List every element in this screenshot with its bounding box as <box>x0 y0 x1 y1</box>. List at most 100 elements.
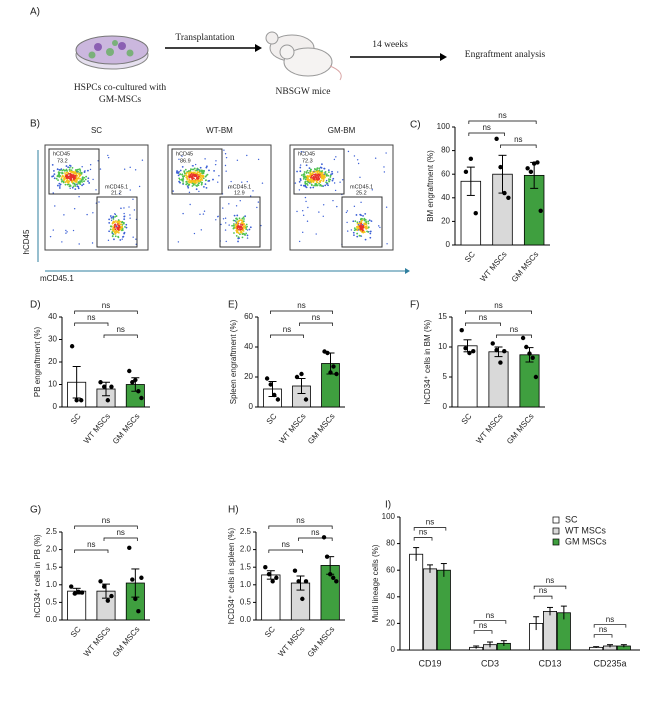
cell-dot <box>116 223 119 226</box>
y-tick-label: 40 <box>244 342 253 351</box>
data-point <box>303 579 309 584</box>
cell-dot <box>53 177 56 180</box>
cell-dot <box>74 180 77 183</box>
cell-dot <box>296 170 298 173</box>
cell-dot <box>335 156 337 158</box>
cell-dot <box>57 179 59 182</box>
cell-dot <box>80 180 83 183</box>
cell-dot <box>300 150 303 153</box>
cell-dot <box>123 231 126 234</box>
cell-dot <box>83 180 86 183</box>
cell-dot <box>63 214 65 216</box>
cell-dot <box>67 166 70 169</box>
cell-dot <box>117 228 120 231</box>
data-point <box>328 370 333 375</box>
cell-dot <box>97 160 99 162</box>
cell-dot <box>109 228 112 231</box>
cell-dot <box>299 164 302 166</box>
significance-label: ns <box>296 516 304 525</box>
significance-bracket <box>468 132 505 136</box>
cell-dot <box>202 172 205 175</box>
cell-dot <box>305 176 307 179</box>
cell-dot <box>52 229 54 231</box>
cell-dot <box>237 232 240 235</box>
cell-dot <box>364 212 367 215</box>
cell-dot <box>303 174 306 176</box>
y-tick-label: 1.5 <box>46 562 58 571</box>
cell-dot <box>306 220 309 222</box>
cell-dot <box>236 218 239 221</box>
y-tick-label: 60 <box>441 169 450 178</box>
data-point <box>264 376 270 381</box>
cell-dot <box>241 236 244 239</box>
cell-dot <box>309 186 312 189</box>
cell-dot <box>115 225 118 228</box>
cell-dot <box>333 182 336 184</box>
cell-dot <box>200 170 203 173</box>
cell-dot <box>87 169 89 172</box>
cell-dot <box>236 230 239 233</box>
cell-dot <box>370 220 373 223</box>
step-label: Transplantation <box>175 33 235 43</box>
cell-dot <box>187 186 190 189</box>
data-point <box>331 364 336 369</box>
cell-dot <box>64 177 67 180</box>
cell-dot <box>320 174 322 177</box>
cell-dot <box>215 219 217 221</box>
cell-dot <box>74 188 77 191</box>
cell-dot <box>65 165 68 167</box>
cell-dot <box>314 183 317 185</box>
cell-dot <box>232 224 235 227</box>
cell-dot <box>224 229 227 231</box>
data-point <box>525 166 530 171</box>
cell-dot <box>359 176 361 179</box>
cell-dot <box>302 178 305 180</box>
cell-dot <box>359 225 362 228</box>
cell-dot <box>306 182 308 185</box>
significance-bracket <box>496 334 532 338</box>
cell-dot <box>362 227 365 229</box>
cell-dot <box>77 185 80 188</box>
cell-dot <box>190 173 193 175</box>
x-tick-label: SC <box>263 625 277 639</box>
cell-dot <box>197 176 200 178</box>
data-point <box>463 346 468 351</box>
cell-dot <box>299 170 302 173</box>
cell-dot <box>78 168 81 171</box>
cell-dot <box>242 225 245 228</box>
panel-label: A) <box>30 7 40 18</box>
axis-label: hCD45 <box>22 229 31 254</box>
data-point <box>506 195 511 200</box>
cell-dot <box>311 173 314 175</box>
cell-dot <box>316 181 319 184</box>
data-point <box>136 609 141 614</box>
cell-dot <box>341 179 344 181</box>
cell-dot <box>192 168 195 171</box>
data-point <box>272 392 277 398</box>
cell-dot <box>61 175 64 178</box>
cell-dot <box>241 181 243 183</box>
significance-label: ns <box>426 518 434 527</box>
cell-dot <box>324 171 326 174</box>
cell-dot <box>242 230 245 232</box>
cell-dot <box>118 222 120 224</box>
cell-dot <box>364 238 367 241</box>
cell-dot <box>333 158 336 161</box>
significance-label: ns <box>283 325 291 334</box>
cell-dot <box>107 156 110 159</box>
cell-dot <box>213 169 215 172</box>
cell-dot <box>202 176 204 179</box>
cell-dot <box>125 223 128 226</box>
cell-dot <box>85 175 88 178</box>
gate <box>341 196 383 248</box>
data-point <box>299 371 304 377</box>
cell-dot <box>357 162 360 165</box>
y-tick-label: 2.0 <box>240 545 252 554</box>
significance-label: ns <box>87 540 95 549</box>
cell-dot <box>245 223 248 226</box>
cell-dot <box>61 171 63 174</box>
cell-dot <box>203 210 206 212</box>
data-point <box>533 374 539 380</box>
cell-dot <box>91 242 94 244</box>
data-point <box>136 389 141 394</box>
